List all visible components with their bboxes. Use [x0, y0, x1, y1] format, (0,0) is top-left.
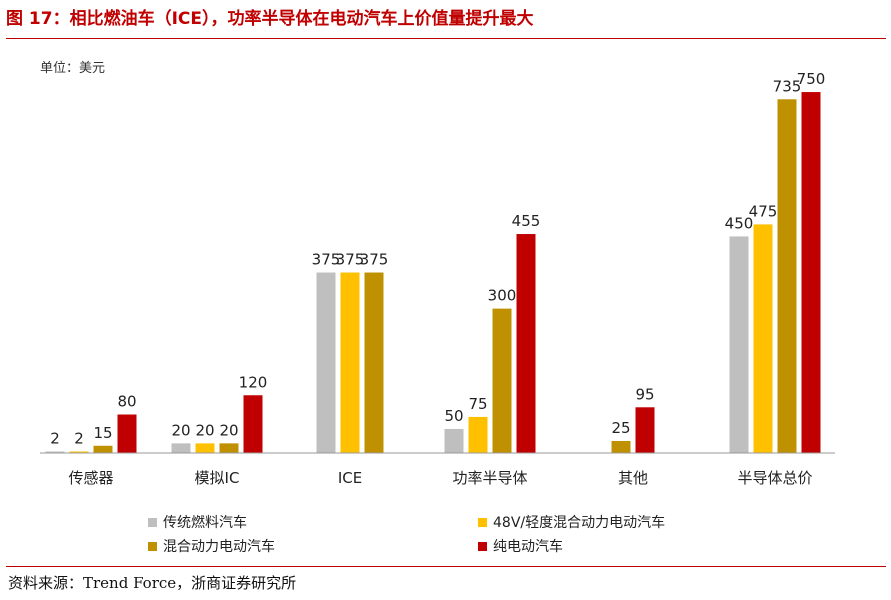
x-tick-label: 传感器	[68, 469, 113, 487]
legend-label: 混合动力电动汽车	[163, 538, 275, 555]
x-tick-label: 其他	[618, 469, 648, 487]
bar-2-4	[243, 395, 263, 453]
bar-4-4	[516, 234, 536, 453]
x-tick-label: 功率半导体	[452, 469, 527, 487]
data-label: 95	[635, 385, 654, 403]
x-tick-label: 半导体总价	[737, 469, 812, 487]
bar-4-3	[492, 308, 512, 453]
bar-6-2	[753, 224, 773, 453]
data-label: 80	[117, 393, 136, 411]
legend-label: 48V/轻度混合动力电动汽车	[493, 514, 665, 531]
footer-divider	[6, 566, 886, 567]
x-tick-labels: 传感器 模拟IC ICE 功率半导体 其他 半导体总价	[68, 469, 812, 487]
bar-1-4	[117, 414, 137, 453]
data-label: 750	[797, 70, 826, 88]
bar-6-4	[801, 92, 821, 453]
bar-3-2	[340, 272, 360, 453]
data-label: 455	[512, 212, 541, 230]
legend-label: 纯电动汽车	[493, 538, 563, 555]
legend-label: 传统燃料汽车	[163, 514, 247, 531]
data-label: 735	[773, 77, 802, 95]
bar-4-2	[468, 416, 488, 453]
data-label: 25	[611, 419, 630, 437]
title-divider	[6, 38, 886, 39]
bar-2-1	[171, 443, 191, 453]
legend-swatch	[148, 542, 157, 551]
x-tick-label: 模拟IC	[195, 469, 240, 487]
bar-1-3	[93, 445, 113, 453]
bar-4-1	[444, 428, 464, 453]
bar-1-2	[69, 451, 89, 453]
data-label: 120	[239, 373, 268, 391]
data-label: 2	[74, 430, 84, 448]
data-label: 20	[219, 421, 238, 439]
bar-6-3	[777, 99, 797, 453]
data-label: 475	[749, 202, 778, 220]
bar-2-3	[219, 443, 239, 453]
data-label: 375	[312, 251, 341, 269]
data-label: 300	[488, 287, 517, 305]
data-label: 375	[336, 251, 365, 269]
data-label: 20	[195, 421, 214, 439]
data-label: 15	[93, 424, 112, 442]
bar-1-1	[45, 451, 65, 453]
data-label: 450	[725, 214, 754, 232]
bar-3-3	[364, 272, 384, 453]
data-label: 75	[468, 395, 487, 413]
data-label: 375	[360, 251, 389, 269]
bar-6-1	[729, 236, 749, 453]
figure-title: 图 17：相比燃油车（ICE），功率半导体在电动汽车上价值量提升最大	[6, 9, 534, 29]
unit-label: 单位：美元	[40, 61, 105, 76]
data-label: 50	[444, 407, 463, 425]
bar-5-3	[611, 440, 631, 453]
x-tick-label: ICE	[338, 469, 362, 487]
bar-3-1	[316, 272, 336, 453]
bar-5-4	[635, 407, 655, 453]
bar-2-2	[195, 443, 215, 453]
legend-swatch	[478, 518, 487, 527]
legend-swatch	[478, 542, 487, 551]
source-note: 资料来源：Trend Force，浙商证券研究所	[8, 574, 297, 592]
data-label: 2	[50, 430, 60, 448]
legend-swatch	[148, 518, 157, 527]
data-label: 20	[171, 421, 190, 439]
